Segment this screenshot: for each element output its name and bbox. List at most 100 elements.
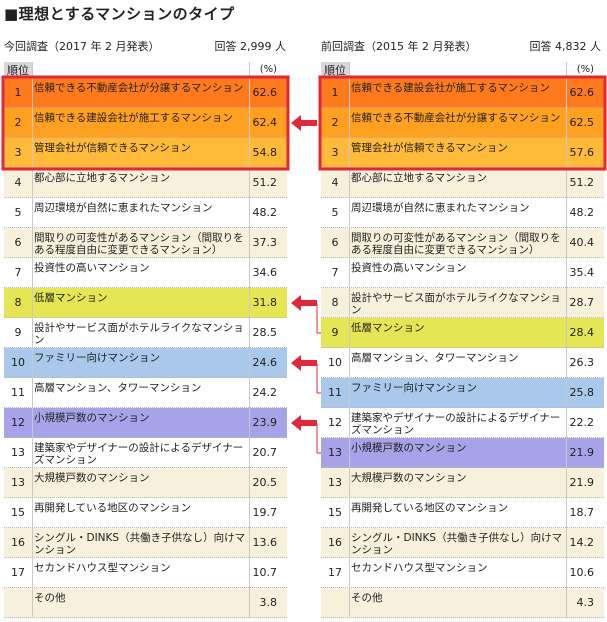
type-cell: 小規模戸数のマンション [351, 442, 467, 454]
table-row: 11 ファミリー向けマンション 25.8 [321, 378, 604, 408]
column-divider [249, 62, 250, 618]
header-blank [349, 62, 566, 77]
percent-cell: 54.8 [252, 146, 278, 159]
table-row: 2 信頼できる建設会社が施工するマンション 62.4 [4, 108, 287, 138]
column-divider [349, 62, 350, 618]
type-cell: 間取りの可変性があるマンション（間取りをある程度自由に変更できるマンション） [351, 232, 561, 256]
rank-cell: 2 [331, 116, 339, 129]
rank-cell: 15 [328, 506, 342, 519]
percent-cell: 62.4 [252, 116, 278, 129]
percent-cell: 28.4 [569, 326, 595, 339]
rank-cell: 4 [331, 176, 339, 189]
rank-cell: 11 [328, 386, 342, 399]
percent-cell: 21.9 [569, 476, 595, 489]
left-header-row: 順位 (%) [4, 62, 287, 78]
rank-cell: 13 [11, 446, 25, 459]
left-caption: 今回調査（2017 年 2 月発表） [4, 40, 160, 53]
type-cell: 都心部に立地するマンション [34, 172, 171, 184]
percent-cell: 51.2 [252, 176, 278, 189]
percent-cell: 62.6 [569, 86, 595, 99]
type-cell: 設計やサービス面がホテルライクなマンション [351, 292, 561, 316]
type-cell: シングル・DINKS（共働き子供なし）向けマンション [34, 532, 246, 556]
type-cell: 投資性の高いマンション [34, 262, 150, 274]
type-cell: 信頼できる建設会社が施工するマンション [351, 82, 550, 94]
percent-cell: 10.7 [252, 566, 278, 579]
table-row: 13 大規模戸数のマンション 21.9 [321, 468, 604, 498]
table-row: 8 設計やサービス面がホテルライクなマンション 28.7 [321, 288, 604, 318]
table-row: 5 周辺環境が自然に恵まれたマンション 48.2 [4, 198, 287, 228]
rank-cell: 13 [328, 446, 342, 459]
table-row: 6 間取りの可変性があるマンション（間取りをある程度自由に変更できるマンション） 3… [4, 228, 287, 258]
type-cell: ファミリー向けマンション [34, 352, 160, 364]
type-cell: セカンドハウス型マンション [351, 562, 488, 574]
rank-cell: 16 [11, 536, 25, 549]
rank-header: 順位 [321, 62, 349, 77]
table-row: 12 小規模戸数のマンション 23.9 [4, 408, 287, 438]
table-row: 4 都心部に立地するマンション 51.2 [4, 168, 287, 198]
percent-cell: 25.8 [569, 386, 595, 399]
rank-cell: 1 [14, 86, 22, 99]
type-cell: セカンドハウス型マンション [34, 562, 171, 574]
type-cell: 再開発している地区のマンション [34, 502, 192, 514]
rank-cell: 15 [11, 506, 25, 519]
type-cell: 大規模戸数のマンション [351, 472, 467, 484]
rank-cell: 12 [11, 416, 25, 429]
rank-cell: 11 [11, 386, 25, 399]
rank-cell: 8 [331, 296, 339, 309]
table-row: 13 建築家やデザイナーの設計によるデザイナーズマンション 20.7 [4, 438, 287, 468]
column-divider [566, 62, 567, 618]
type-cell: 投資性の高いマンション [351, 262, 467, 274]
type-cell: 建築家やデザイナーの設計によるデザイナーズマンション [34, 442, 244, 466]
table-row: 13 小規模戸数のマンション 21.9 [321, 438, 604, 468]
percent-cell: 24.6 [252, 356, 278, 369]
rank-cell: 9 [14, 326, 22, 339]
rank-cell: 5 [14, 206, 22, 219]
table-row: 7 投資性の高いマンション 34.6 [4, 258, 287, 288]
right-header-row: 順位 (%) [321, 62, 604, 78]
rank-header: 順位 [4, 62, 32, 77]
type-cell: 周辺環境が自然に恵まれたマンション [34, 202, 213, 214]
type-cell: 信頼できる建設会社が施工するマンション [34, 112, 233, 124]
percent-cell: 28.7 [569, 296, 595, 309]
type-cell: 低層マンション [351, 322, 425, 334]
table-row: その他 4.3 [321, 588, 604, 618]
type-cell: ファミリー向けマンション [351, 382, 477, 394]
table-row: 2 信頼できる不動産会社が分譲するマンション 62.5 [321, 108, 604, 138]
percent-cell: 14.2 [569, 536, 595, 549]
table-row: 1 信頼できる不動産会社が分譲するマンション 62.6 [4, 78, 287, 108]
table-row: 3 管理会社が信頼できるマンション 54.8 [4, 138, 287, 168]
table-row: 8 低層マンション 31.8 [4, 288, 287, 318]
table-row: 16 シングル・DINKS（共働き子供なし）向けマンション 14.2 [321, 528, 604, 558]
rank-cell: 4 [14, 176, 22, 189]
page-title: ■理想とするマンションのタイプ [4, 5, 235, 23]
rank-up-arrow-low-rise [291, 295, 317, 311]
rank-cell: 2 [14, 116, 22, 129]
left-respondents: 回答 2,999 人 [214, 40, 286, 53]
rank-cell [4, 588, 32, 617]
right-table: 順位 (%) 1 信頼できる建設会社が施工するマンション 62.6 2 信頼できる不動産会社… [321, 62, 604, 622]
rank-cell: 13 [11, 476, 25, 489]
type-cell: 管理会社が信頼できるマンション [351, 142, 508, 154]
rank-cell: 8 [14, 296, 22, 309]
table-row: 7 投資性の高いマンション 35.4 [321, 258, 604, 288]
percent-cell: 31.8 [252, 296, 278, 309]
table-row: 9 設計やサービス面がホテルライクなマンション 28.5 [4, 318, 287, 348]
table-row: 10 ファミリー向けマンション 24.6 [4, 348, 287, 378]
rank-cell: 6 [331, 236, 339, 249]
percent-cell: 37.3 [252, 236, 278, 249]
rank-cell: 3 [14, 146, 22, 159]
table-row: 17 セカンドハウス型マンション 10.7 [4, 558, 287, 588]
percent-cell: 48.2 [252, 206, 278, 219]
type-cell: 高層マンション、タワーマンション [34, 382, 202, 394]
right-caption: 前回調査（2015 年 2 月発表） [321, 40, 477, 53]
rank-cell: 5 [331, 206, 339, 219]
rank-cell: 3 [331, 146, 339, 159]
type-cell: 管理会社が信頼できるマンション [34, 142, 191, 154]
rank-cell: 9 [331, 326, 339, 339]
percent-cell: 20.5 [252, 476, 278, 489]
left-table: 順位 (%) 1 信頼できる不動産会社が分譲するマンション 62.6 2 信頼できる建設会社… [4, 62, 287, 622]
rank-cell: 17 [11, 566, 25, 579]
type-cell: 周辺環境が自然に恵まれたマンション [351, 202, 530, 214]
percent-cell: 40.4 [569, 236, 595, 249]
percent-cell: 34.6 [252, 266, 278, 279]
